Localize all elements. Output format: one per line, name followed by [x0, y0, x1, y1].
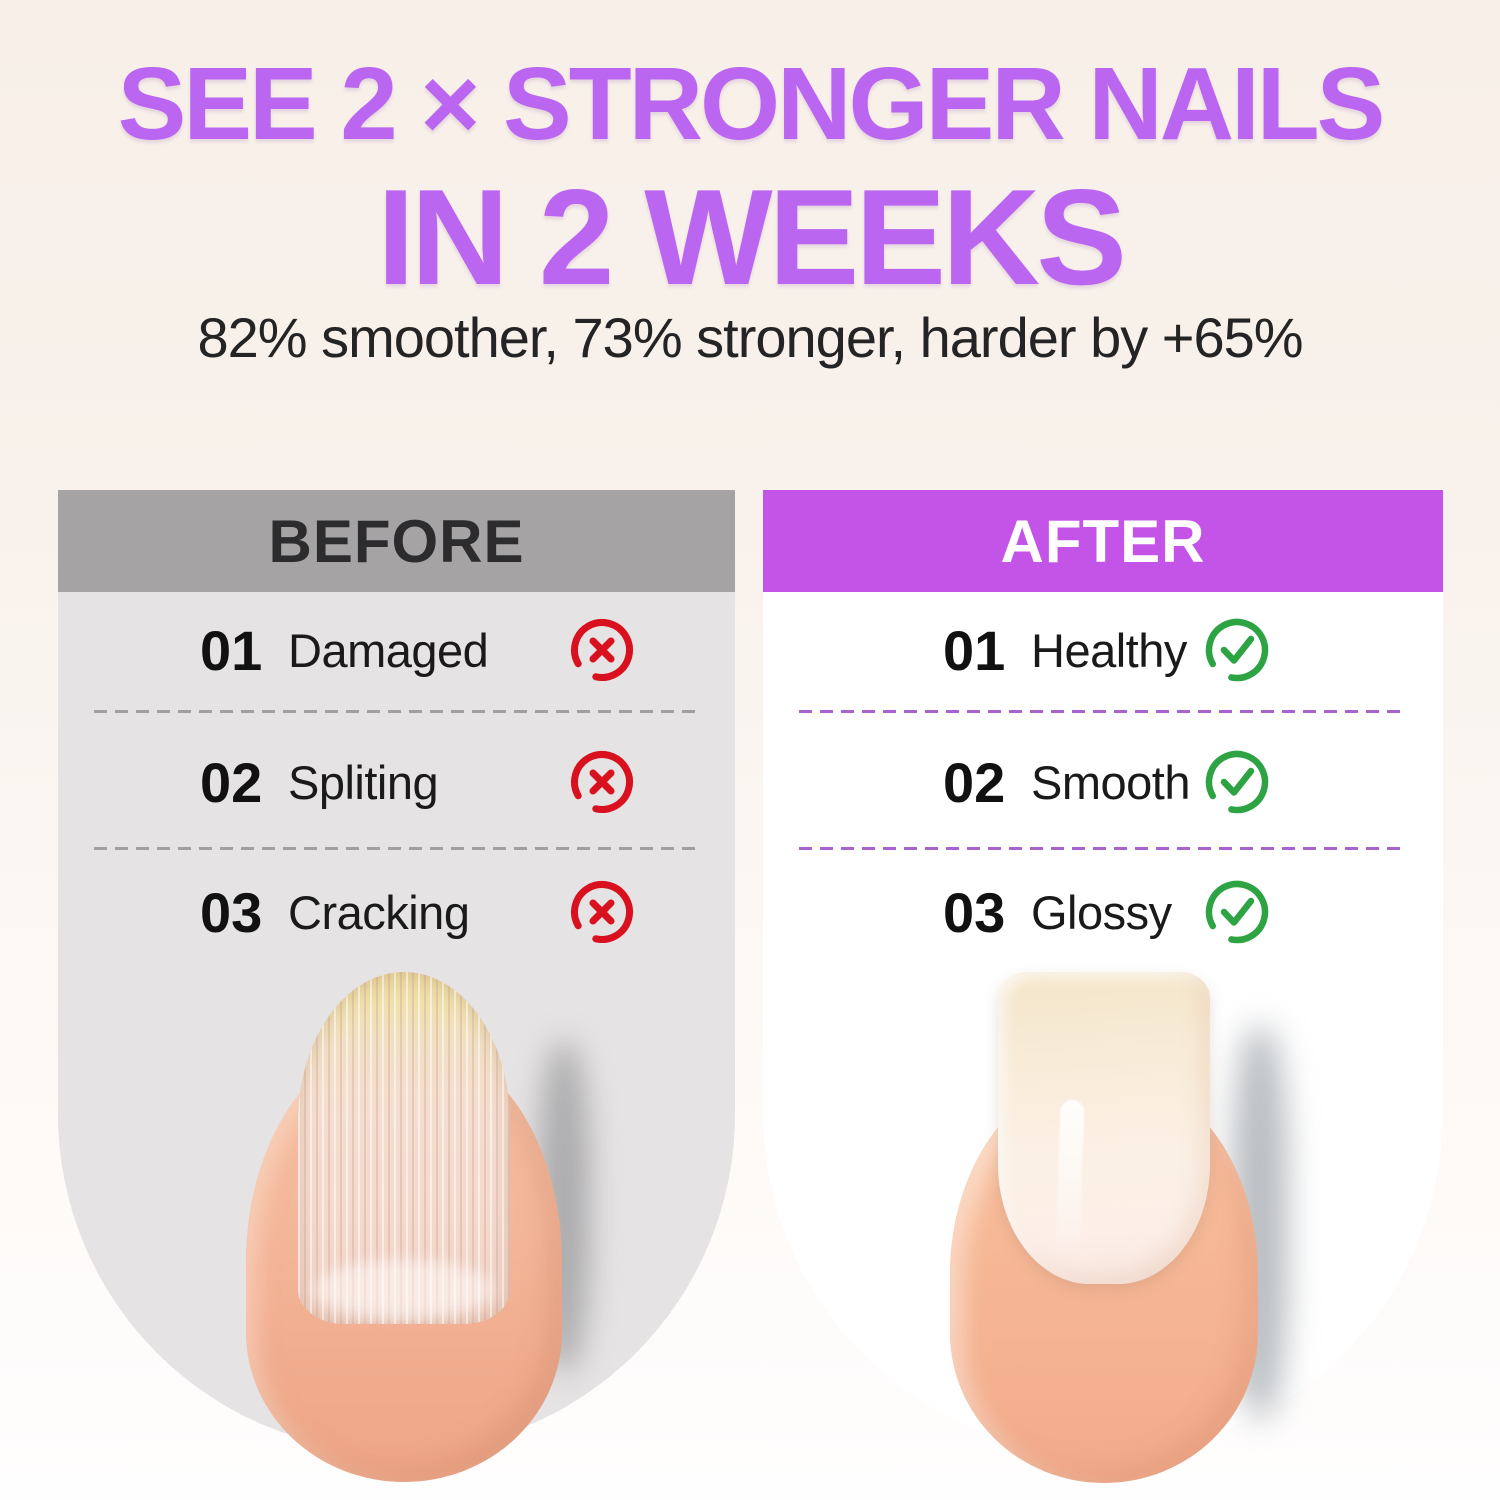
item-label: Healthy: [1031, 623, 1187, 677]
before-item-row-1: 01 Damaged: [58, 605, 735, 695]
headline-line1: SEE 2 × STRONGER NAILS: [117, 46, 1386, 161]
headline-line2: IN 2 WEEKS: [377, 161, 1127, 313]
item-label: Smooth: [1031, 755, 1190, 809]
stats-subtitle: 82% smoother, 73% stronger, harder by +6…: [197, 306, 1303, 369]
healthy-nail-photo: [950, 972, 1288, 1483]
x-circle-icon: [569, 617, 635, 683]
damaged-nail-photo: [246, 972, 590, 1482]
item-label: Damaged: [288, 623, 489, 677]
check-circle-icon: [1203, 616, 1271, 684]
item-label: Spliting: [288, 755, 439, 809]
after-item-row-2: 02 Smooth: [763, 737, 1443, 827]
before-item-row-2: 02 Spliting: [58, 737, 735, 827]
item-number: 01: [200, 618, 263, 682]
item-number: 03: [943, 880, 1006, 944]
after-item-row-3: 03 Glossy: [763, 867, 1443, 957]
item-number: 03: [200, 880, 263, 944]
item-label: Cracking: [288, 885, 470, 939]
item-number: 02: [943, 750, 1006, 814]
check-circle-icon: [1203, 748, 1271, 816]
item-number: 02: [200, 750, 263, 814]
x-circle-icon: [569, 879, 635, 945]
after-panel-header: AFTER: [763, 490, 1443, 592]
x-circle-icon: [569, 749, 635, 815]
damaged-nail: [298, 972, 510, 1324]
glossy-nail: [998, 972, 1210, 1284]
item-label: Glossy: [1031, 885, 1172, 939]
dashed-divider: [799, 847, 1403, 850]
dashed-divider: [94, 847, 695, 850]
check-circle-icon: [1203, 878, 1271, 946]
before-item-row-3: 03 Cracking: [58, 867, 735, 957]
after-item-row-1: 01 Healthy: [763, 605, 1443, 695]
item-number: 01: [943, 618, 1006, 682]
before-panel-header: BEFORE: [58, 490, 735, 592]
dashed-divider: [799, 710, 1403, 713]
dashed-divider: [94, 710, 695, 713]
